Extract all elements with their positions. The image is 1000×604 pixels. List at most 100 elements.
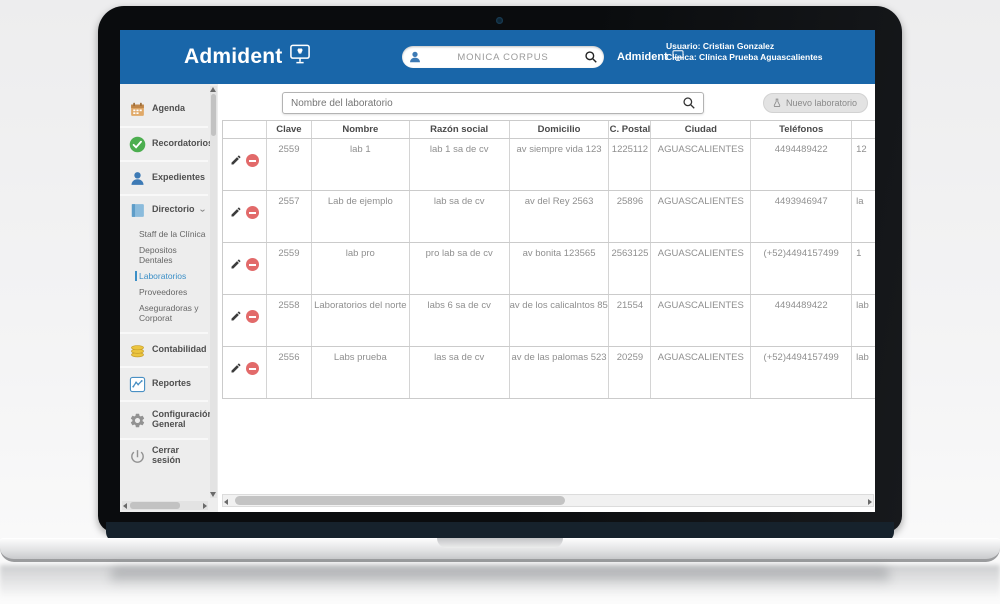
sidebar-item-label: Agenda — [152, 103, 186, 114]
sidebar-subitem-staff[interactable]: Staff de la Clínica — [139, 229, 206, 239]
sidebar-vertical-scrollbar[interactable] — [210, 86, 217, 498]
cell-domicilio: av bonita 123565 — [510, 243, 610, 294]
table-row: 2558 Laboratorios del norte labs 6 sa de… — [223, 295, 875, 347]
cell-ciudad: AGUASCALIENTES — [651, 139, 752, 190]
sidebar-item-label: Cerrar sesión — [152, 445, 181, 465]
delete-icon[interactable] — [246, 154, 259, 167]
scrollbar-thumb[interactable] — [211, 94, 216, 136]
scroll-left-arrow-icon[interactable] — [224, 498, 228, 505]
sidebar-subitem-proveedores[interactable]: Proveedores — [139, 287, 188, 297]
scroll-left-arrow-icon[interactable] — [123, 502, 127, 509]
sidebar-item-reportes[interactable]: Reportes — [120, 366, 208, 400]
cell-nombre: lab pro — [312, 243, 410, 294]
cell-extra: 12 — [852, 139, 875, 190]
laptop-lid-notch — [437, 538, 563, 548]
column-header — [223, 121, 267, 138]
table-row: 2556 Labs prueba las sa de cv av de las … — [223, 347, 875, 399]
app-logo: Admident — [184, 44, 311, 70]
calendar-icon — [129, 101, 146, 118]
monitor-icon — [672, 50, 684, 64]
cell-clave: 2559 — [267, 243, 312, 294]
app-screen: Admident Admident — [120, 30, 875, 512]
scrollbar-thumb[interactable] — [235, 496, 565, 505]
column-header — [852, 121, 875, 138]
sidebar-item-configuracion[interactable]: Configuración General — [120, 400, 213, 438]
sidebar-item-cerrar-sesion[interactable]: Cerrar sesión — [120, 438, 208, 472]
scrollbar-thumb[interactable] — [130, 502, 180, 509]
edit-icon[interactable] — [230, 362, 242, 374]
table-row: 2559 lab pro pro lab sa de cv av bonita … — [223, 243, 875, 295]
delete-icon[interactable] — [246, 310, 259, 323]
new-laboratory-label: Nuevo laboratorio — [785, 98, 857, 108]
edit-icon[interactable] — [230, 310, 242, 322]
laptop-reflection — [0, 565, 1000, 604]
edit-icon[interactable] — [230, 258, 242, 270]
sidebar-item-directorio[interactable]: Directorio › — [120, 194, 208, 224]
sidebar-horizontal-scrollbar[interactable] — [122, 501, 208, 510]
edit-icon[interactable] — [230, 206, 242, 218]
power-icon — [129, 448, 146, 465]
table-body: 2559 lab 1 lab 1 sa de cv av siempre vid… — [223, 139, 875, 399]
sidebar-subitem-aseguradoras[interactable]: Aseguradoras y Corporat — [139, 303, 199, 323]
app-logo-text: Admident — [184, 45, 283, 68]
user-line: Usuario: Cristian Gonzalez — [666, 41, 775, 51]
cell-clave: 2559 — [267, 139, 312, 190]
search-icon[interactable] — [584, 50, 598, 64]
cell-codigo-postal: 2563125 — [609, 243, 652, 294]
cell-razon-social: lab 1 sa de cv — [410, 139, 510, 190]
cell-razon-social: las sa de cv — [410, 347, 510, 398]
sidebar-item-recordatorios[interactable]: Recordatorios — [120, 126, 213, 160]
brand-small-text: Admident — [617, 51, 668, 63]
column-header: Ciudad — [651, 121, 752, 138]
cell-ciudad: AGUASCALIENTES — [651, 191, 752, 242]
cell-telefonos: (+52)4494157499 — [751, 347, 853, 398]
patient-search-input[interactable] — [422, 51, 584, 63]
sidebar-subitem-laboratorios[interactable]: Laboratorios — [120, 268, 208, 284]
sidebar-item-label: Recordatorios — [152, 138, 214, 149]
cell-codigo-postal: 25896 — [609, 191, 652, 242]
sidebar-item-label: Contabilidad — [152, 344, 207, 355]
column-header: Nombre — [312, 121, 410, 138]
scroll-down-arrow-icon[interactable] — [210, 492, 216, 497]
delete-icon[interactable] — [246, 206, 259, 219]
column-header: Domicilio — [510, 121, 610, 138]
search-icon[interactable] — [682, 96, 696, 110]
lab-search-field[interactable] — [282, 92, 704, 114]
scroll-right-arrow-icon[interactable] — [868, 498, 872, 505]
cell-telefonos: (+52)4494157499 — [751, 243, 853, 294]
main-content: Nuevo laboratorio Clave Nombre Razón soc… — [218, 84, 875, 512]
notebook-icon — [129, 202, 146, 219]
scroll-right-arrow-icon[interactable] — [203, 502, 207, 509]
row-actions — [223, 243, 267, 294]
chevron-down-icon: › — [196, 208, 208, 212]
cell-razon-social: labs 6 sa de cv — [410, 295, 510, 346]
new-laboratory-button[interactable]: Nuevo laboratorio — [762, 93, 868, 113]
column-header: Razón social — [410, 121, 510, 138]
column-header: Clave — [267, 121, 312, 138]
person-icon — [129, 170, 146, 187]
app-header: Admident Admident — [120, 30, 875, 84]
sidebar-item-expedientes[interactable]: Expedientes › — [120, 160, 214, 194]
gear-icon — [129, 412, 146, 429]
brand-small: Admident — [617, 50, 684, 64]
delete-icon[interactable] — [246, 362, 259, 375]
cell-ciudad: AGUASCALIENTES — [651, 295, 752, 346]
cell-telefonos: 4494489422 — [751, 139, 853, 190]
lab-search-input[interactable] — [283, 97, 682, 109]
cell-clave: 2558 — [267, 295, 312, 346]
sidebar-item-agenda[interactable]: Agenda — [120, 92, 208, 126]
sidebar-subitem-depositos[interactable]: Depositos Dentales — [139, 245, 177, 265]
laptop-camera — [496, 17, 503, 24]
patient-search-pill[interactable] — [402, 46, 604, 68]
cell-razon-social: lab sa de cv — [410, 191, 510, 242]
edit-icon[interactable] — [230, 154, 242, 166]
scroll-up-arrow-icon[interactable] — [210, 87, 216, 92]
table-row: 2559 lab 1 lab 1 sa de cv av siempre vid… — [223, 139, 875, 191]
sidebar-item-contabilidad[interactable]: Contabilidad › — [120, 332, 216, 366]
coins-icon — [129, 342, 146, 359]
cell-domicilio: av siempre vida 123 — [510, 139, 610, 190]
cell-clave: 2556 — [267, 347, 312, 398]
delete-icon[interactable] — [246, 258, 259, 271]
sidebar-item-label: Reportes — [152, 378, 192, 389]
table-horizontal-scrollbar[interactable] — [222, 494, 874, 507]
